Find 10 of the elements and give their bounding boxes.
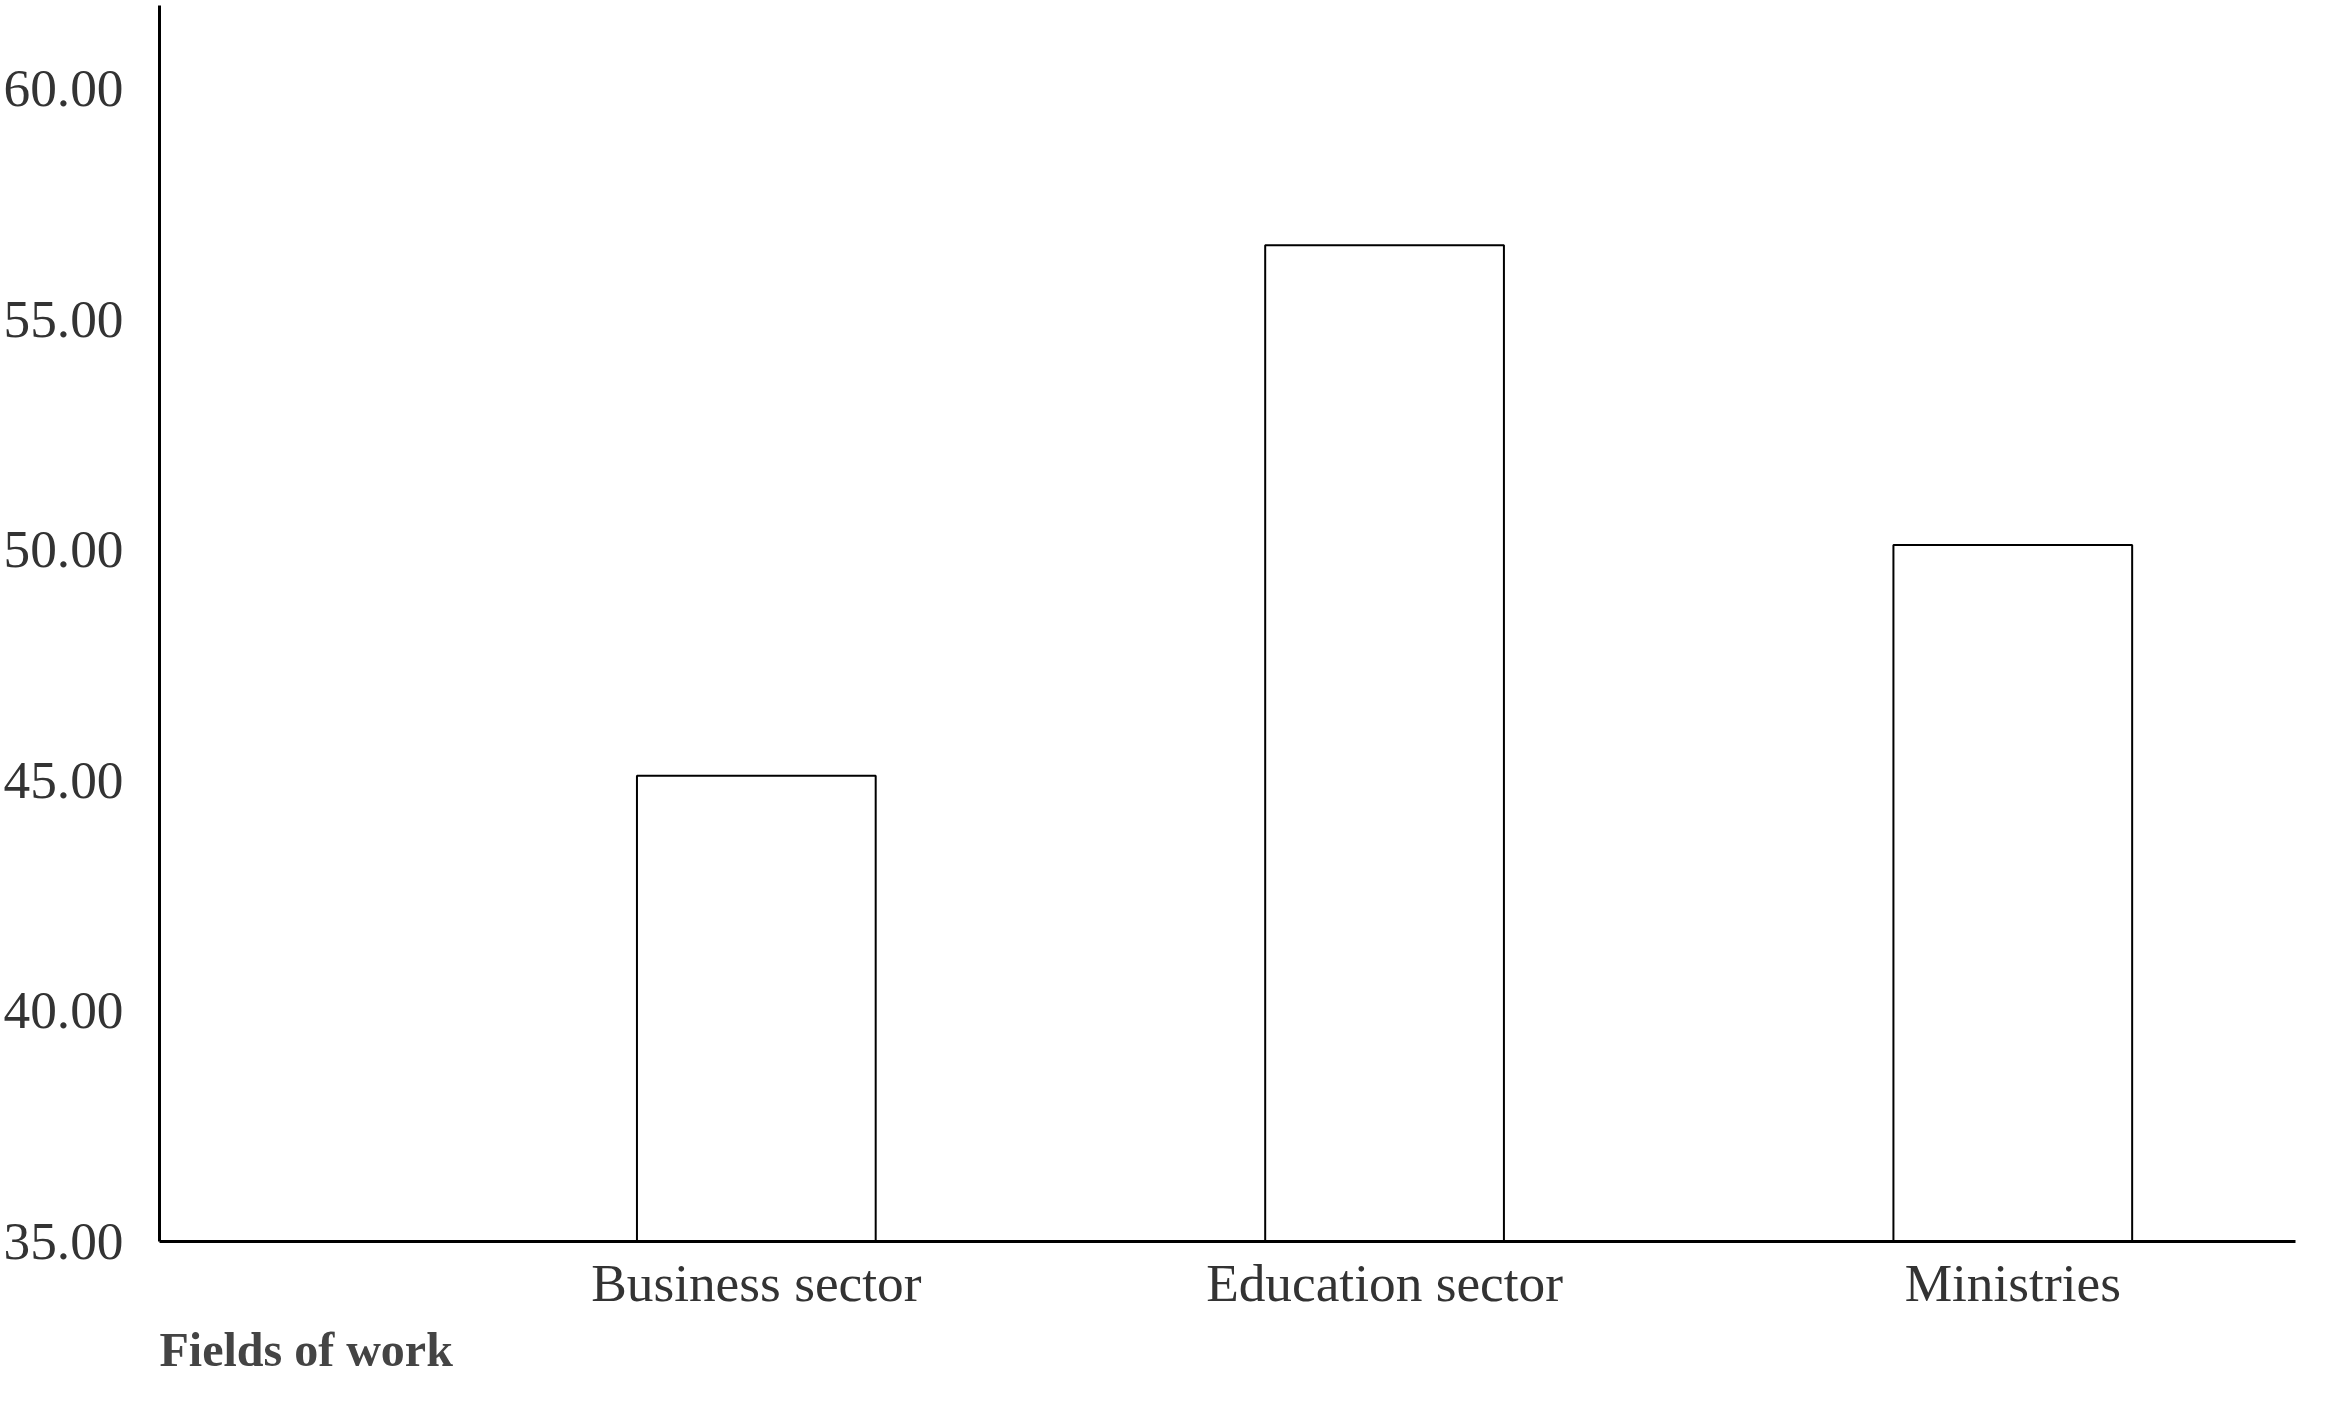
y-tick-label: 55.00 [3,288,124,349]
y-tick-label: 50.00 [3,519,124,580]
x-tick-label: Education sector [1206,1252,1564,1313]
x-tick-label: Ministries [1904,1252,2121,1313]
x-tick-label: Business sector [591,1252,922,1313]
y-tick-label: 60.00 [3,58,124,119]
y-tick-label: 40.00 [3,980,124,1041]
y-tick-label: 35.00 [3,1211,124,1271]
x-axis-title: Fields of work [159,1322,454,1376]
y-tick-label: 45.00 [3,749,124,810]
